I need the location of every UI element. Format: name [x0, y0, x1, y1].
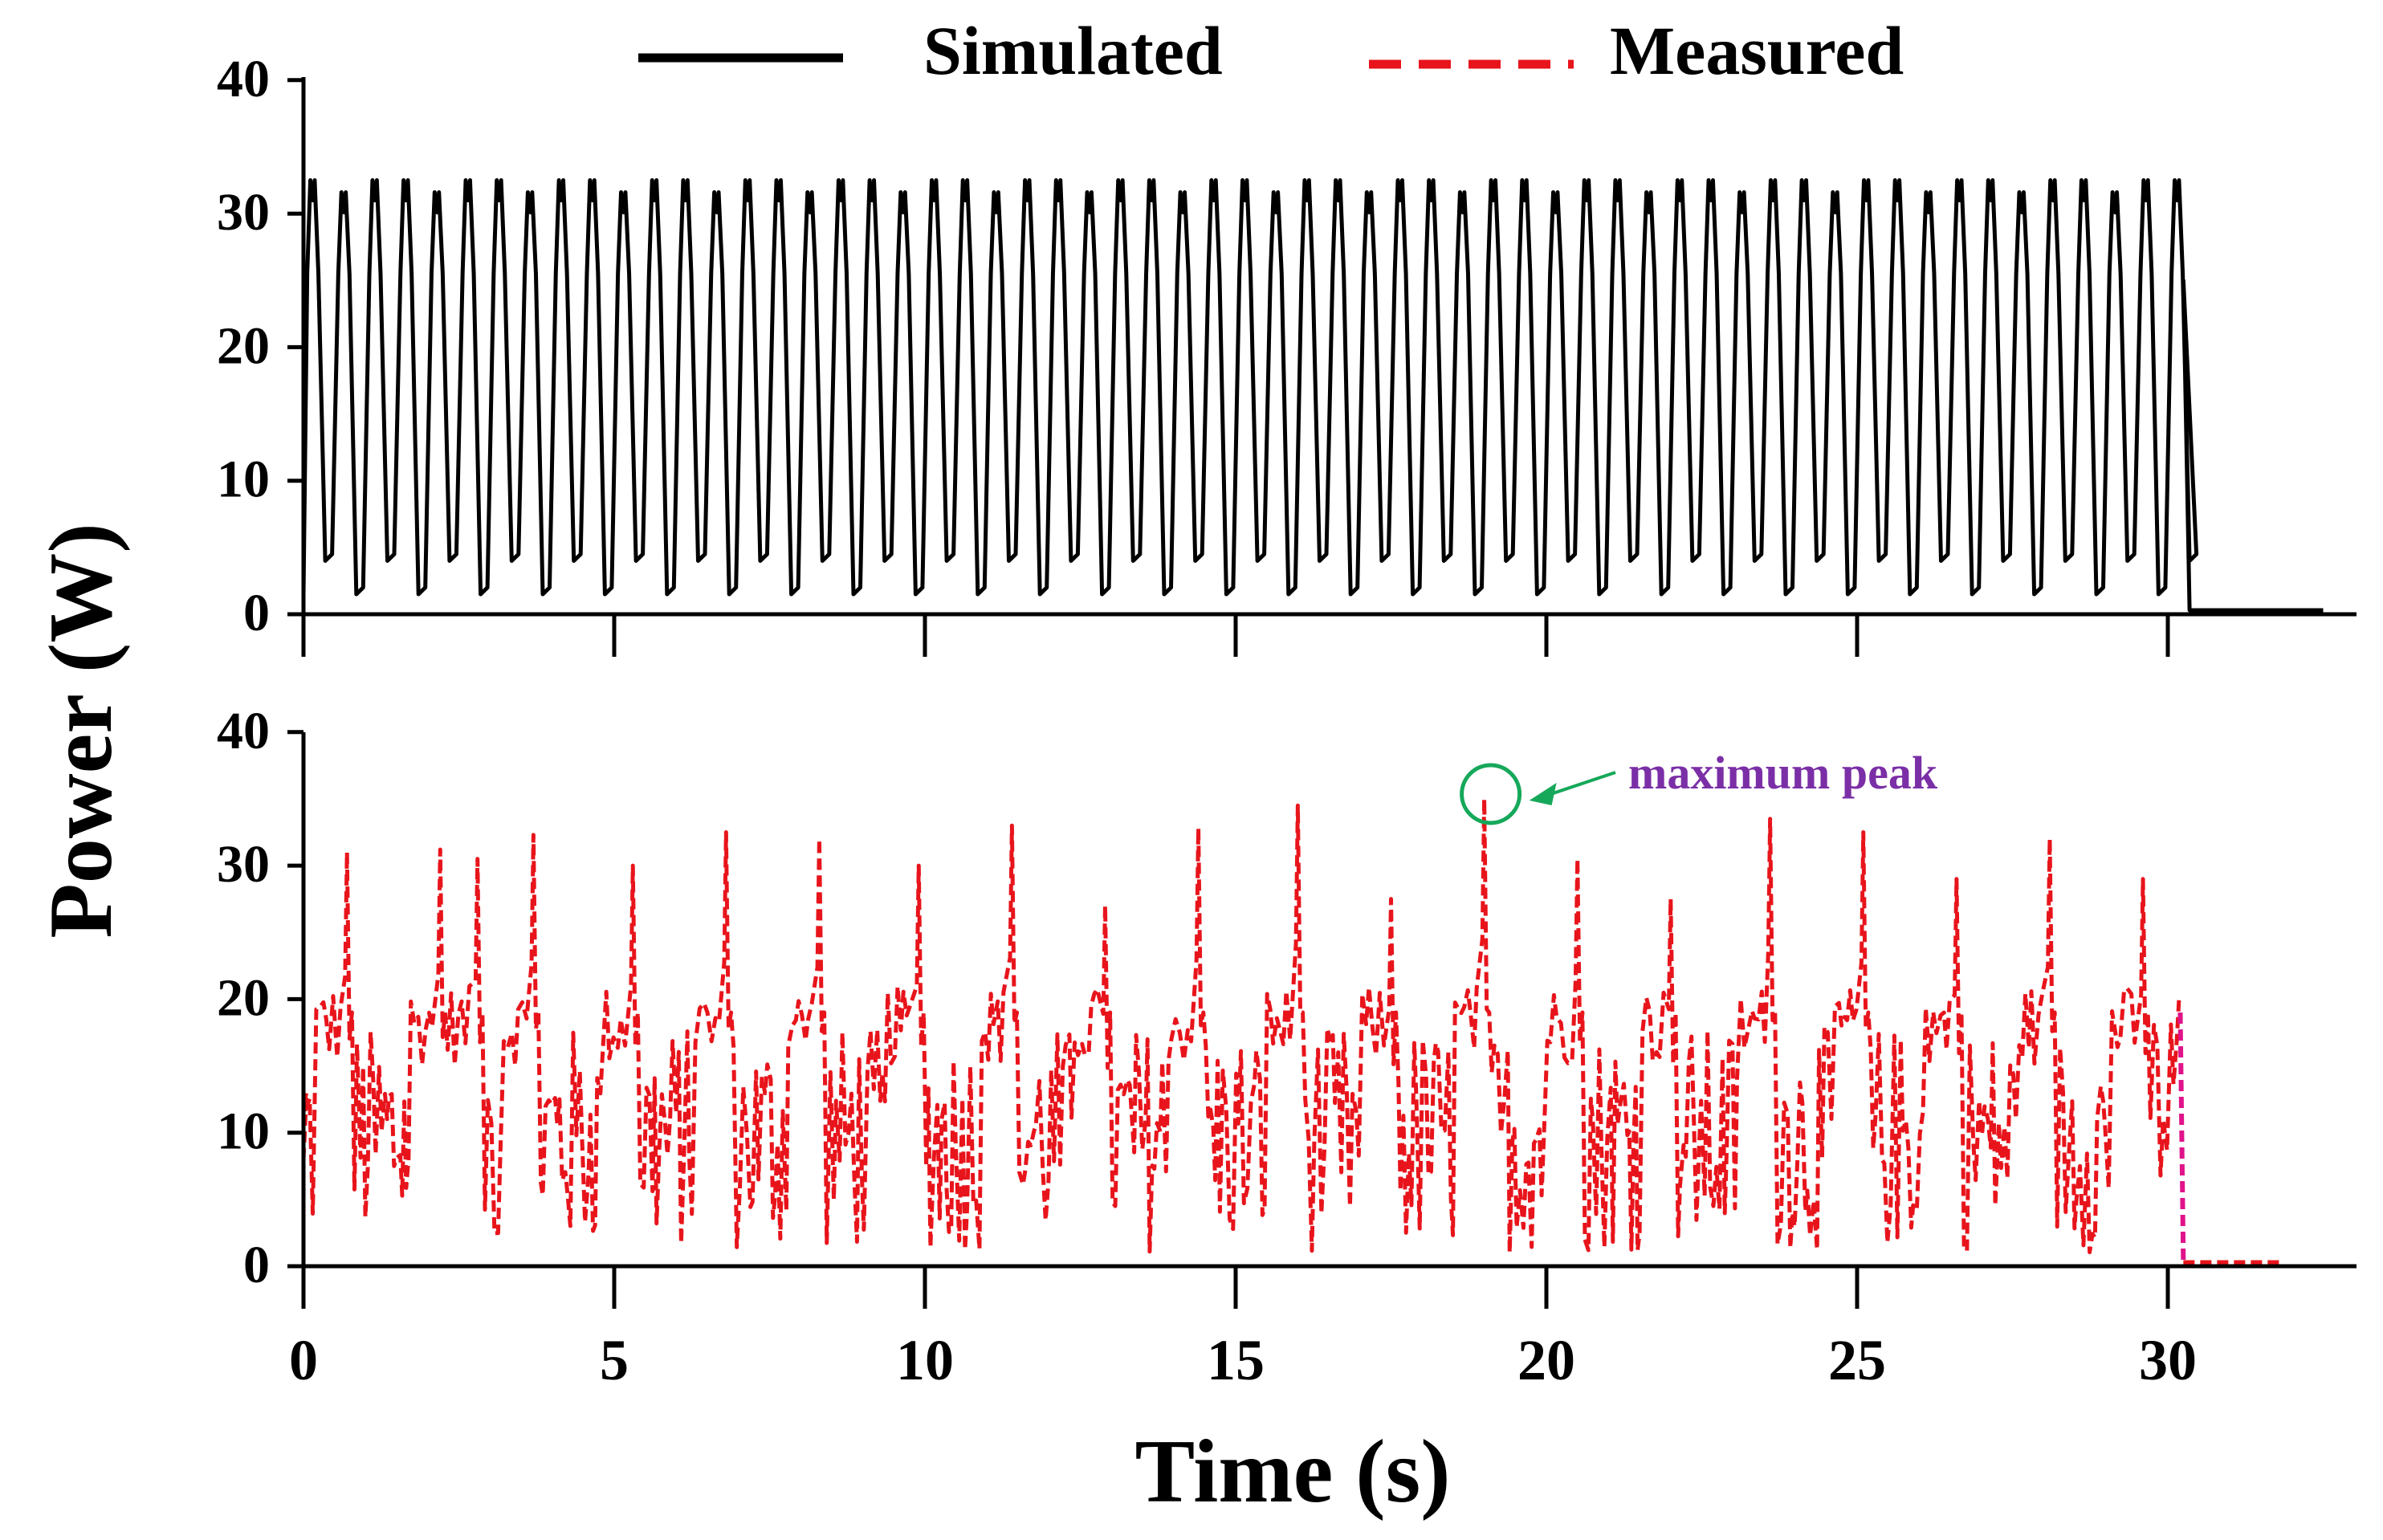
x-axis-label: Time (s)	[1135, 1422, 1451, 1522]
measured-drop-line	[2177, 1012, 2186, 1263]
x-tick-label: 25	[1828, 1328, 1886, 1392]
maximum-peak-annotation: maximum peak	[1460, 747, 1938, 825]
bottom-x-ticks: 0 5 10 15 20 25 30	[289, 1266, 2197, 1392]
x-tick-label: 20	[1517, 1328, 1575, 1392]
simulated-series-line	[301, 178, 2324, 613]
x-tick-label: 15	[1207, 1328, 1265, 1392]
top-x-ticks	[301, 614, 2170, 657]
y-tick-label: 0	[243, 1236, 270, 1294]
x-tick-label: 10	[896, 1328, 954, 1392]
measured-series-line	[301, 796, 2181, 1255]
maximum-peak-label: maximum peak	[1628, 747, 1938, 799]
y-tick-label: 0	[243, 584, 270, 642]
y-tick-label: 30	[217, 183, 270, 242]
bottom-y-ticks: 0 10 20 30 40	[217, 702, 303, 1294]
top-panel: 0 10 20 30 40	[217, 50, 2357, 657]
legend-measured-label: Measured	[1610, 12, 1904, 89]
y-tick-label: 40	[217, 50, 270, 108]
y-tick-label: 10	[217, 1102, 270, 1161]
y-tick-label: 40	[217, 702, 270, 760]
x-tick-label: 0	[289, 1328, 318, 1392]
x-tick-label: 5	[600, 1328, 629, 1392]
maximum-peak-marker	[1460, 763, 1522, 825]
y-axis-label: Power (W)	[31, 523, 131, 938]
y-tick-label: 20	[217, 968, 270, 1027]
bottom-panel: 0 10 20 30 40 0 5 10 15 20 25 30 maximum peak	[217, 702, 2357, 1392]
legend-simulated-label: Simulated	[923, 12, 1223, 89]
maximum-peak-arrowhead	[1529, 782, 1557, 805]
y-tick-label: 30	[217, 835, 270, 894]
legend: Simulated Measured	[638, 12, 1904, 89]
x-tick-label: 30	[2139, 1328, 2197, 1392]
maximum-peak-arrow	[1542, 771, 1616, 798]
y-tick-label: 10	[217, 450, 270, 509]
y-tick-label: 20	[217, 316, 270, 375]
top-y-ticks: 0 10 20 30 40	[217, 50, 303, 642]
